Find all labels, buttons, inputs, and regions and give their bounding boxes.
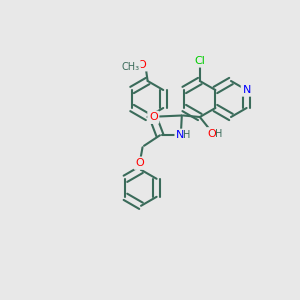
Text: O: O — [138, 60, 147, 70]
Text: O: O — [135, 158, 144, 168]
Text: Cl: Cl — [194, 56, 205, 66]
Text: O: O — [207, 129, 216, 139]
Text: CH₃: CH₃ — [121, 61, 139, 72]
Text: H: H — [215, 129, 222, 139]
Text: O: O — [149, 112, 158, 122]
Text: N: N — [176, 130, 184, 140]
Text: N: N — [242, 85, 251, 95]
Text: H: H — [183, 130, 190, 140]
